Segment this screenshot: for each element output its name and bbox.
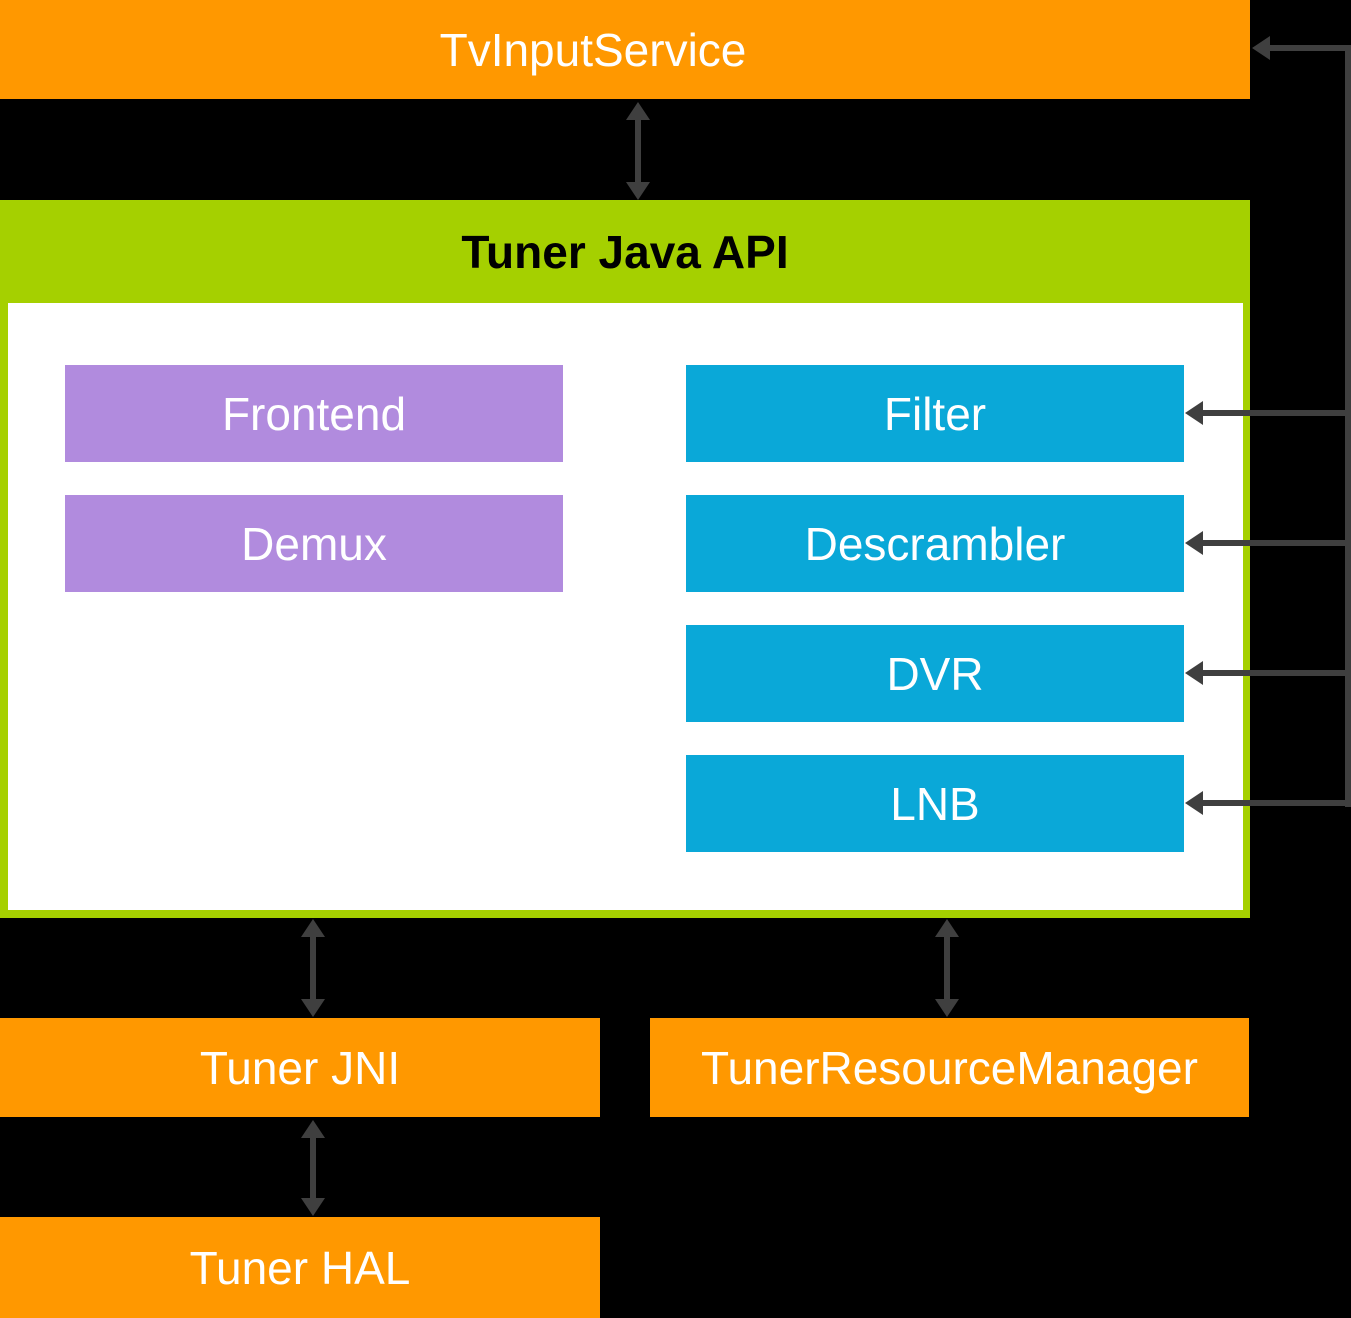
tuner-java-api-header: Tuner Java API bbox=[0, 200, 1250, 303]
node-filter: Filter bbox=[686, 365, 1184, 462]
branch-line-dvr bbox=[1203, 670, 1351, 676]
arrow-shaft bbox=[310, 1135, 316, 1201]
node-tuner-java-api: Tuner Java API Frontend Demux Filter Des… bbox=[0, 200, 1250, 918]
tuner-java-api-body: Frontend Demux Filter Descrambler DVR LN… bbox=[8, 303, 1243, 910]
arrow-tvinputservice-tunerjavaapi bbox=[626, 102, 650, 200]
arrowhead-down bbox=[301, 999, 325, 1017]
branch-line-tvinputservice bbox=[1270, 45, 1351, 51]
arrowhead-up bbox=[301, 1120, 325, 1138]
arrow-tunerjavaapi-tunerresourcemanager bbox=[935, 919, 959, 1017]
node-dvr: DVR bbox=[686, 625, 1184, 722]
node-demux: Demux bbox=[65, 495, 563, 592]
node-tuner-jni-label: Tuner JNI bbox=[199, 1041, 401, 1094]
node-frontend: Frontend bbox=[65, 365, 563, 462]
arrow-shaft bbox=[944, 934, 950, 1002]
right-rail-line bbox=[1345, 45, 1351, 807]
node-lnb: LNB bbox=[686, 755, 1184, 852]
arrowhead-up bbox=[301, 919, 325, 937]
arrow-tunerjni-tunerhal bbox=[301, 1120, 325, 1216]
arrowhead-left-dvr bbox=[1185, 661, 1203, 685]
arrowhead-down bbox=[626, 182, 650, 200]
tuner-java-api-label: Tuner Java API bbox=[461, 225, 789, 278]
arrow-shaft bbox=[310, 934, 316, 1002]
node-tvinputservice: TvInputService bbox=[0, 0, 1250, 99]
arrow-tunerjavaapi-tunerjni bbox=[301, 919, 325, 1017]
node-tunerresourcemanager: TunerResourceManager bbox=[650, 1018, 1249, 1117]
node-descrambler-label: Descrambler bbox=[804, 517, 1066, 570]
arrowhead-left-descrambler bbox=[1185, 531, 1203, 555]
arrowhead-up bbox=[626, 102, 650, 120]
node-tuner-hal-label: Tuner HAL bbox=[189, 1241, 411, 1294]
node-tvinputservice-label: TvInputService bbox=[439, 23, 747, 76]
arrowhead-up bbox=[935, 919, 959, 937]
node-descrambler: Descrambler bbox=[686, 495, 1184, 592]
branch-line-lnb bbox=[1203, 800, 1351, 806]
node-tuner-hal: Tuner HAL bbox=[0, 1217, 600, 1318]
arrowhead-left-tvinputservice bbox=[1252, 36, 1270, 60]
arrowhead-down bbox=[301, 1198, 325, 1216]
arrow-shaft bbox=[635, 117, 641, 185]
arrowhead-down bbox=[935, 999, 959, 1017]
arrowhead-left-filter bbox=[1185, 401, 1203, 425]
arrowhead-left-lnb bbox=[1185, 791, 1203, 815]
node-lnb-label: LNB bbox=[890, 777, 980, 830]
node-filter-label: Filter bbox=[883, 387, 987, 440]
branch-line-descrambler bbox=[1203, 540, 1351, 546]
node-dvr-label: DVR bbox=[886, 647, 984, 700]
branch-line-filter bbox=[1203, 410, 1351, 416]
node-frontend-label: Frontend bbox=[221, 387, 407, 440]
node-demux-label: Demux bbox=[241, 517, 387, 570]
node-tuner-jni: Tuner JNI bbox=[0, 1018, 600, 1117]
node-tunerresourcemanager-label: TunerResourceManager bbox=[701, 1041, 1198, 1094]
